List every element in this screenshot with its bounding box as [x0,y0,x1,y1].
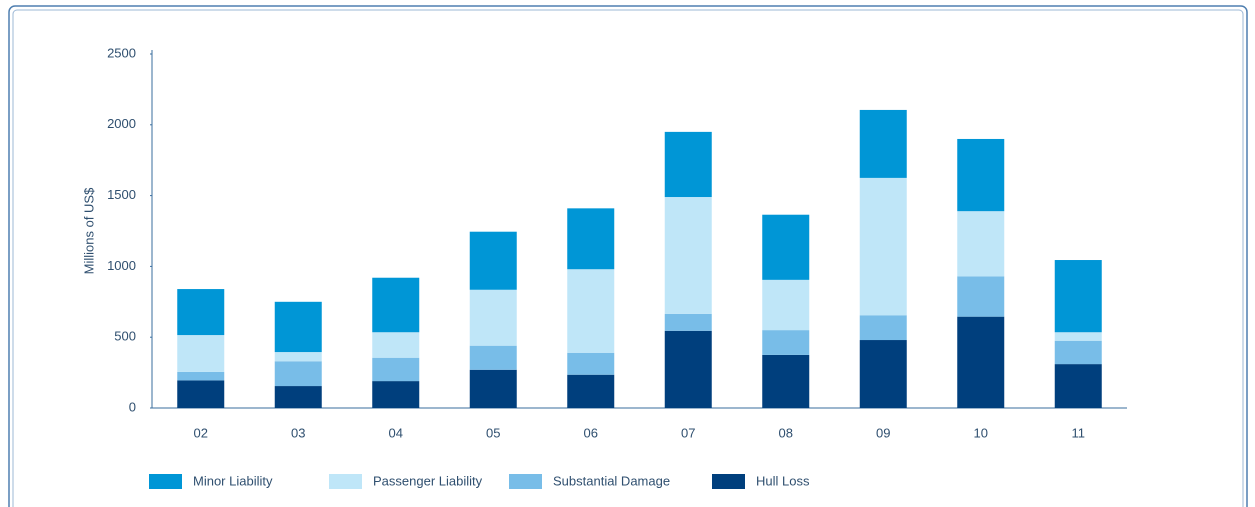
x-tick-label: 05 [486,425,500,440]
bar-segment [177,380,225,408]
bar-segment [372,332,420,358]
bar-segment [177,289,225,336]
bar-segment [762,214,810,280]
bar-segment [664,313,712,331]
x-tick-label: 08 [779,425,793,440]
bar-segment [957,211,1005,277]
bar-segment [372,277,420,333]
y-tick-label: 1000 [107,258,136,273]
bar-segment [859,109,907,178]
x-tick-label: 07 [681,425,695,440]
bar-segment [274,352,322,362]
legend-swatch [149,474,182,489]
bar-segment [469,369,517,408]
legend-swatch [329,474,362,489]
y-tick-label: 0 [129,399,136,414]
bar-segment [567,269,615,353]
y-tick-label: 500 [114,329,136,344]
x-tick-label: 09 [876,425,890,440]
bar-segment [1054,260,1102,333]
legend-label: Passenger Liability [373,473,483,488]
bar-segment [177,371,225,381]
legend-label: Substantial Damage [553,473,670,488]
legend-label: Minor Liability [193,473,273,488]
bar-segment [274,386,322,408]
bar-segment [859,340,907,408]
bar-segment [957,276,1005,317]
bar-segment [567,374,615,408]
y-tick-label: 2000 [107,116,136,131]
bar-segment [469,231,517,290]
bar-segment [177,335,225,372]
bar-segment [1054,364,1102,408]
y-tick-label: 1500 [107,187,136,202]
bar-segment [957,138,1005,212]
y-tick-label: 2500 [107,45,136,60]
bar-segment [957,316,1005,408]
bar-segment [469,345,517,370]
bar-segment [859,315,907,341]
bar-segment [469,289,517,346]
bar-segment [567,208,615,270]
bar-segment [567,352,615,375]
bar-segment [859,177,907,316]
legend-swatch [712,474,745,489]
legend-swatch [509,474,542,489]
bar-segment [664,197,712,314]
x-tick-label: 10 [974,425,988,440]
bar-segment [762,330,810,355]
x-tick-label: 06 [584,425,598,440]
y-axis-label: Millions of US$ [81,187,96,274]
bar-segment [274,361,322,387]
x-tick-label: 11 [1072,425,1086,440]
frame-inner [12,9,1244,507]
bar-segment [1054,340,1102,365]
x-tick-label: 03 [291,425,305,440]
bar-segment [1054,332,1102,341]
bar-segment [372,381,420,408]
frame [8,5,1248,507]
bar-segment [664,330,712,408]
bar-segment [762,354,810,408]
x-tick-label: 02 [194,425,208,440]
bar-segment [664,131,712,198]
x-tick-label: 04 [389,425,403,440]
legend-label: Hull Loss [756,473,810,488]
bar-segment [372,357,420,382]
bar-segment [762,279,810,331]
bar-segment [274,301,322,353]
